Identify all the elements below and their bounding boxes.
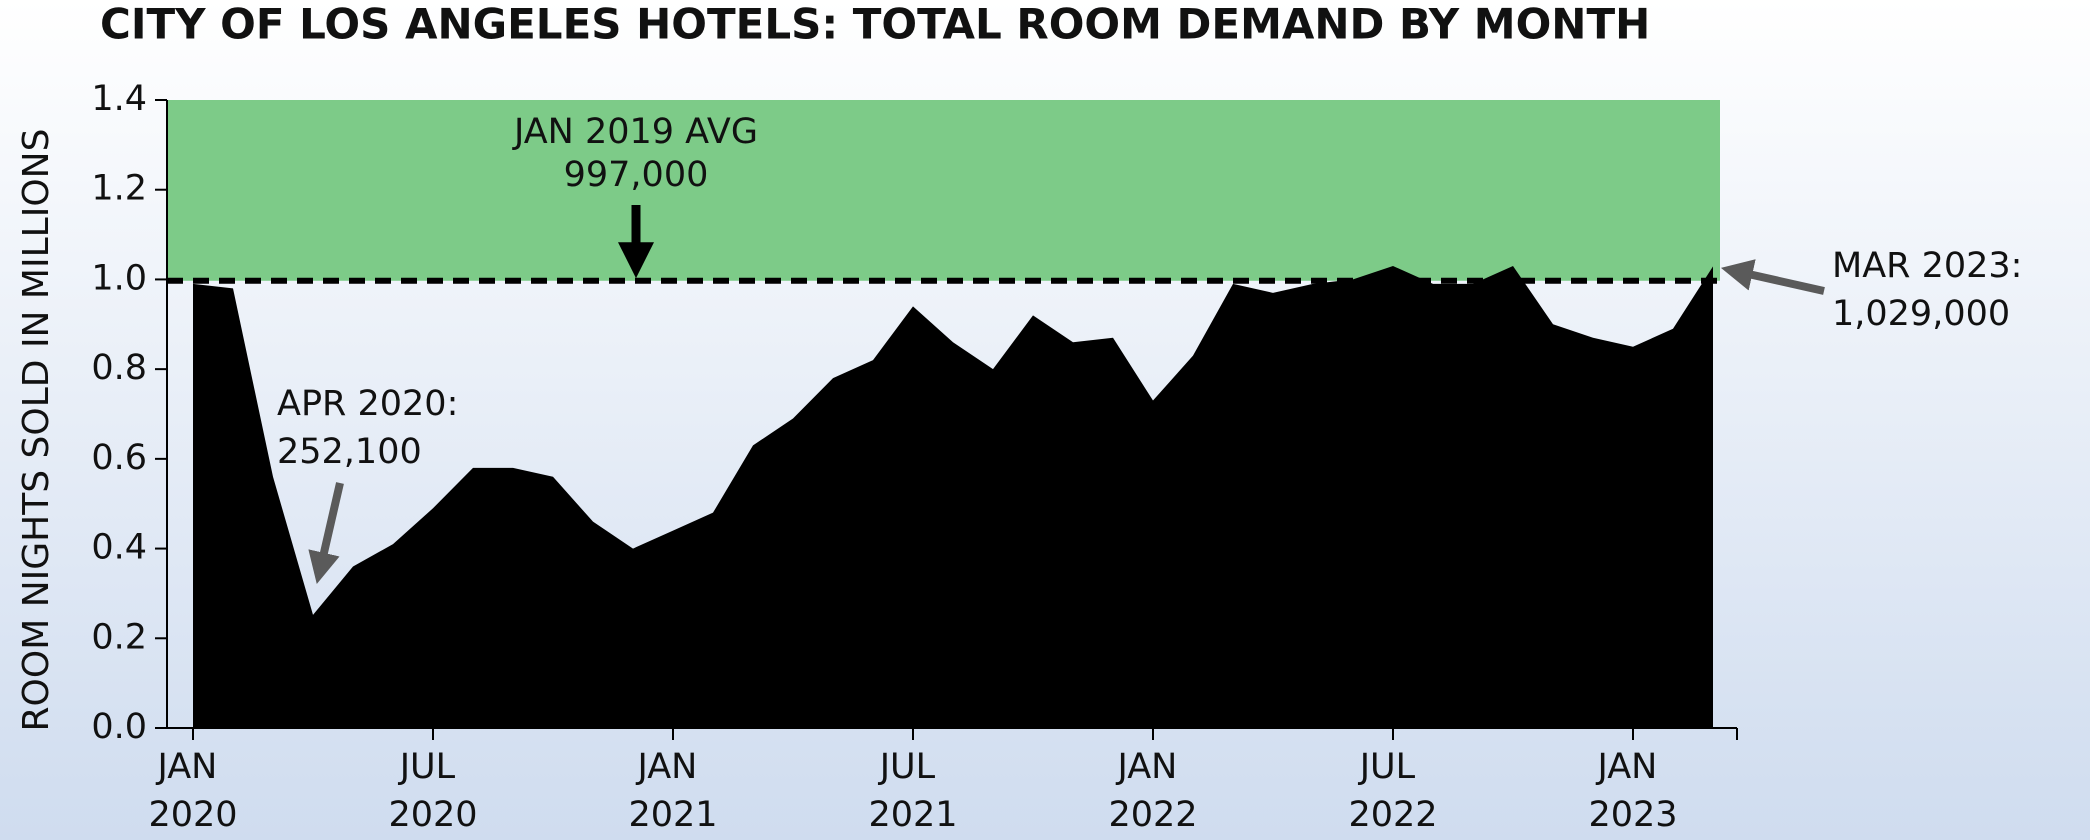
reference-band	[167, 100, 1720, 281]
y-tick-label: 1.2	[91, 169, 147, 209]
annotation-arrow	[1720, 259, 1825, 295]
y-tick-label: 0.0	[91, 707, 147, 747]
y-tick-label: 0.4	[91, 528, 147, 568]
chart-title: CITY OF LOS ANGELES HOTELS: TOTAL ROOM D…	[100, 0, 1650, 49]
annotation: 1,029,000	[1832, 294, 2010, 334]
x-tick-label: JAN 2020	[148, 747, 237, 835]
x-tick-label: JAN 2023	[1588, 747, 1677, 835]
x-tick-label: JAN 2021	[628, 747, 717, 835]
annotation: MAR 2023:	[1832, 246, 2022, 286]
y-tick-label: 1.4	[91, 79, 147, 119]
reference-label: JAN 2019 AVG	[512, 112, 758, 152]
y-tick-label: 0.6	[91, 438, 147, 478]
y-axis-label: ROOM NIGHTS SOLD IN MILLIONS	[16, 129, 57, 732]
x-tick-label: JUL 2020	[388, 747, 477, 835]
reference-label: 997,000	[564, 155, 709, 195]
x-tick-label: JUL 2022	[1348, 747, 1437, 835]
annotation: 252,100	[277, 432, 422, 472]
area	[193, 265, 1713, 728]
x-tick-label: JUL 2021	[868, 747, 957, 835]
annotation-arrow	[308, 482, 344, 585]
y-tick-label: 0.8	[91, 348, 147, 388]
y-tick-label: 0.2	[91, 617, 147, 657]
x-tick-label: JAN 2022	[1108, 747, 1197, 835]
y-tick-label: 1.0	[91, 258, 147, 298]
annotation: APR 2020:	[277, 384, 458, 424]
